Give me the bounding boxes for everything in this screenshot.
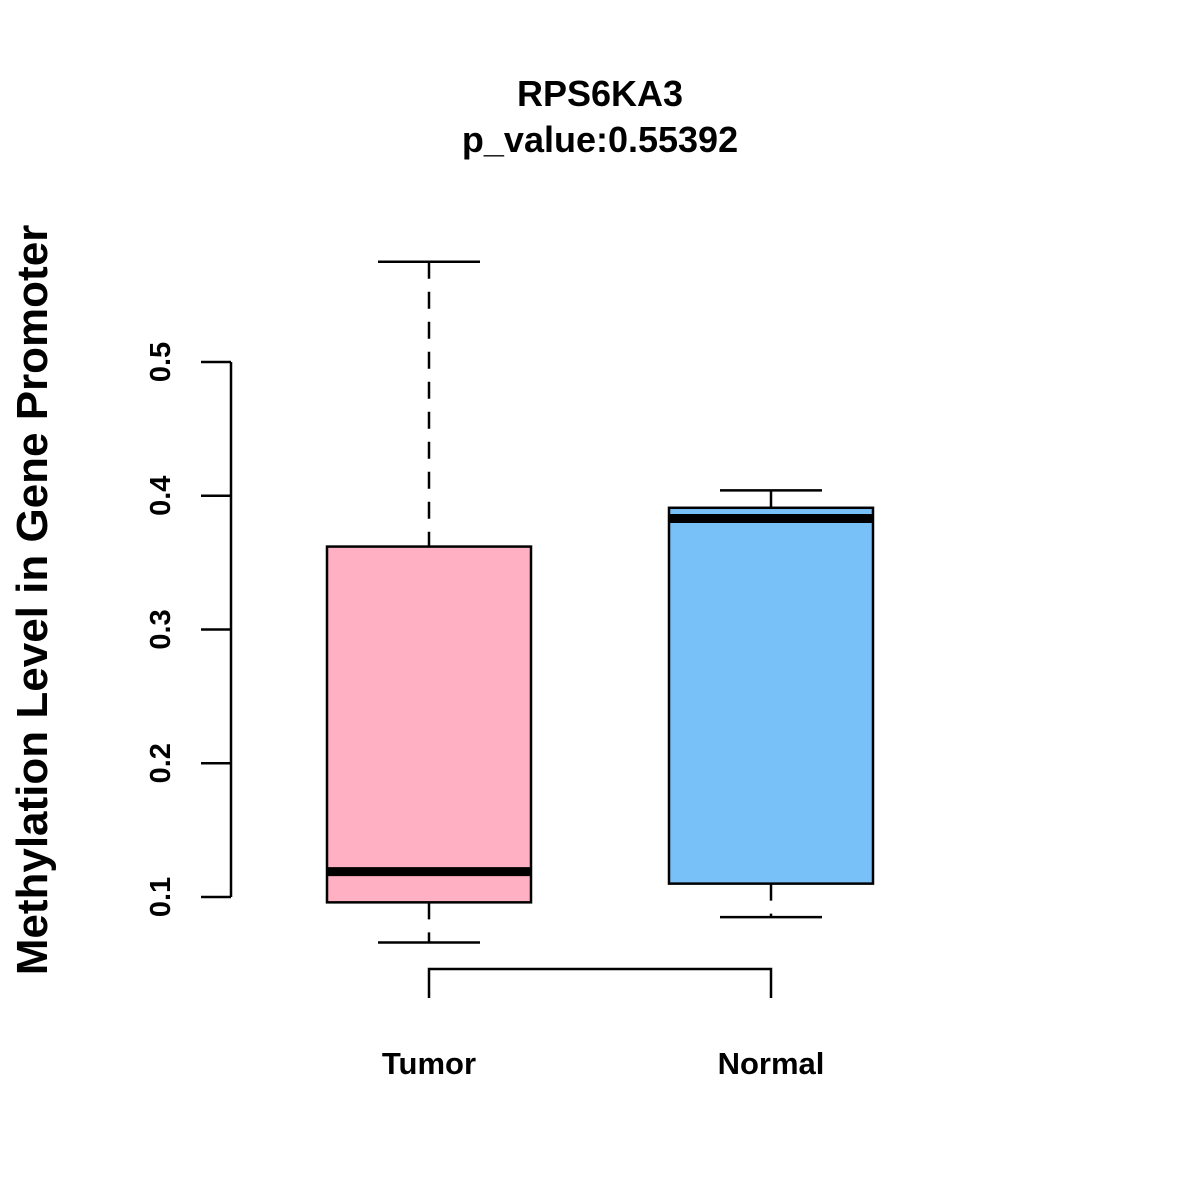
iqr-box bbox=[667, 506, 875, 885]
y-axis-label: Methylation Level in Gene Promoter bbox=[8, 225, 57, 976]
x-category-label-tumor: Tumor bbox=[382, 1046, 476, 1081]
bracket-line bbox=[427, 967, 773, 998]
box-normal bbox=[667, 489, 875, 919]
y-tick-label-0: 0.1 bbox=[145, 877, 177, 917]
boxes-group bbox=[325, 260, 875, 944]
box-tumor bbox=[325, 260, 533, 944]
y-tick-label-3: 0.4 bbox=[145, 476, 177, 516]
y-tick-label-2: 0.3 bbox=[145, 609, 177, 649]
iqr-box bbox=[325, 545, 533, 904]
x-category-label-normal: Normal bbox=[718, 1046, 825, 1081]
y-tick-label-1: 0.2 bbox=[145, 743, 177, 783]
comparison-bracket bbox=[427, 967, 773, 998]
y-axis: 0.1 0.2 0.3 0.4 0.5 bbox=[145, 342, 233, 917]
x-axis-labels: Tumor Normal bbox=[382, 1046, 824, 1081]
chart-subtitle: p_value:0.55392 bbox=[462, 119, 738, 160]
y-tick-label-4: 0.5 bbox=[145, 342, 177, 382]
chart-title: RPS6KA3 bbox=[517, 73, 683, 114]
